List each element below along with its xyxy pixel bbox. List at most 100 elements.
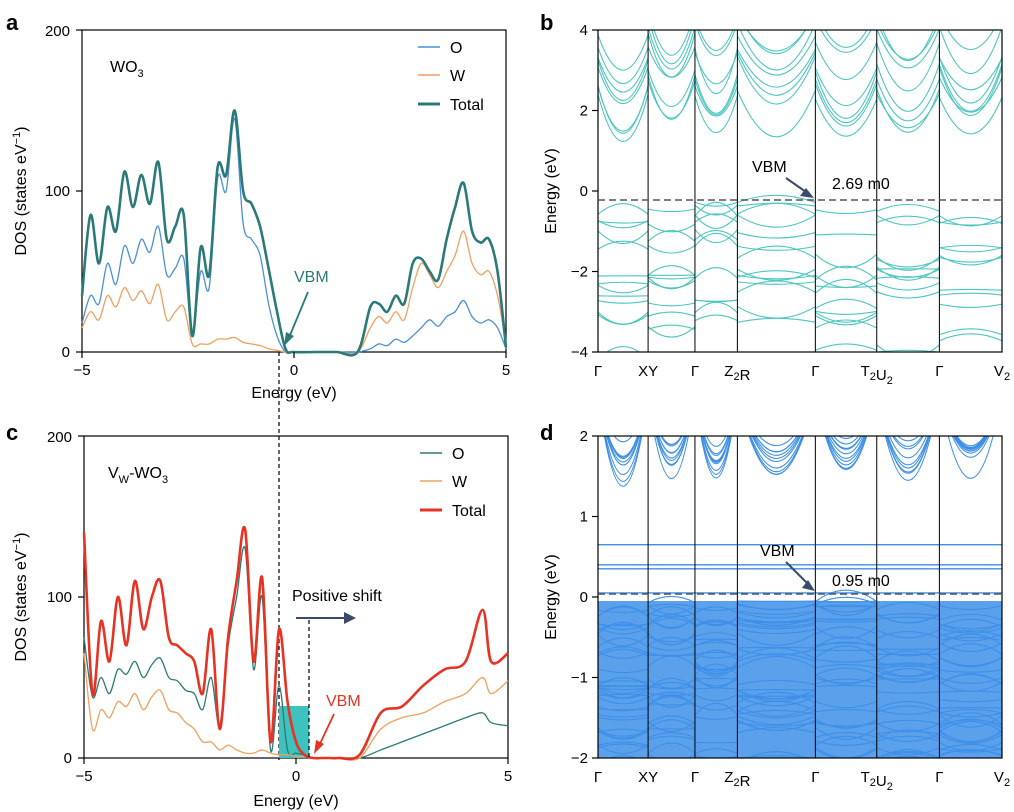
valence-band — [695, 353, 737, 360]
xtick-label: 0 — [290, 362, 298, 379]
y-axis-label: Energy (eV) — [543, 148, 560, 233]
conduction-band — [814, 71, 878, 119]
valence-band — [815, 343, 877, 351]
valence-band — [815, 298, 878, 309]
valence-band — [939, 766, 1002, 768]
valence-band — [598, 300, 649, 304]
conduction-band — [758, 436, 794, 446]
conduction-band — [656, 436, 687, 462]
valence-band — [876, 266, 940, 281]
valence-band — [815, 589, 878, 603]
series-line-w — [81, 230, 507, 355]
x-axis-label: Energy (eV) — [251, 385, 336, 402]
conduction-band — [749, 436, 804, 473]
conduction-band — [884, 436, 932, 481]
xtick-label: −5 — [75, 768, 92, 785]
panel-a-label: WO3 — [110, 59, 144, 80]
legend-w: W — [450, 68, 466, 85]
valence-band — [876, 344, 940, 352]
conduction-band — [648, 30, 695, 70]
conduction-band — [700, 436, 732, 475]
valence-band — [737, 270, 816, 278]
conduction-band — [951, 436, 990, 458]
ytick-label: 1 — [580, 509, 588, 526]
valence-band — [737, 202, 816, 207]
conduction-band — [702, 436, 731, 463]
conduction-band — [696, 30, 736, 56]
panel-c-label: VW-WO3 — [108, 465, 168, 486]
conduction-band — [876, 30, 940, 69]
conduction-band — [706, 436, 727, 447]
conduction-band — [647, 33, 696, 78]
conduction-band — [598, 94, 649, 142]
valence-band — [606, 346, 640, 352]
ytick-label: 0 — [580, 183, 588, 200]
conduction-band — [655, 436, 688, 466]
valence-band — [737, 306, 816, 319]
valence-band — [647, 595, 696, 604]
conduction-band — [654, 436, 689, 480]
ytick-label: −4 — [571, 344, 588, 361]
panel-letter-c: c — [6, 420, 18, 445]
conduction-band — [753, 436, 800, 456]
conduction-band — [647, 80, 696, 119]
conduction-band — [938, 77, 1002, 113]
ytick-label: −2 — [571, 750, 588, 767]
ytick-label: −1 — [571, 670, 588, 687]
xtick-label: 0 — [292, 768, 300, 785]
kpoint-label: Γ — [935, 769, 943, 786]
legend-o: O — [450, 40, 462, 57]
valence-band — [939, 328, 1002, 336]
valence-band — [598, 786, 648, 790]
valence-band — [694, 230, 738, 241]
conduction-band — [938, 57, 1002, 91]
conduction-band — [814, 98, 878, 137]
conduction-band — [886, 436, 931, 473]
conduction-band — [647, 75, 696, 120]
legend-total: Total — [450, 97, 484, 114]
valence-band — [939, 761, 1002, 771]
ytick-label: −2 — [571, 264, 588, 281]
valence-band — [939, 216, 1002, 224]
valence-band — [647, 230, 696, 242]
kpoint-label: Γ — [935, 363, 943, 380]
vbm-label-d: VBM — [760, 543, 795, 560]
conduction-band — [824, 436, 868, 470]
valence-band — [737, 245, 816, 251]
kpoint-label: XY — [638, 769, 658, 786]
valence-band — [598, 240, 649, 250]
valence-band — [647, 265, 696, 276]
conduction-band — [885, 436, 931, 474]
valence-band — [737, 759, 815, 765]
conduction-band — [598, 34, 649, 71]
conduction-band — [755, 436, 798, 453]
valence-band — [815, 209, 877, 215]
conduction-band — [736, 56, 816, 105]
conduction-band — [702, 436, 730, 462]
conduction-band — [947, 436, 994, 479]
conduction-band — [606, 436, 640, 466]
xtick-label: 5 — [502, 362, 510, 379]
valence-band — [598, 203, 649, 215]
conduction-band — [814, 67, 878, 107]
valence-band — [815, 285, 877, 289]
legend-o: O — [452, 446, 464, 463]
valence-band — [877, 353, 940, 364]
conduction-band — [953, 436, 988, 452]
ytick-label: 200 — [47, 429, 72, 446]
conduction-band — [814, 78, 878, 124]
conduction-band — [876, 79, 940, 122]
valence-band — [939, 221, 1002, 226]
conduction-band — [887, 436, 929, 466]
valence-band — [648, 276, 696, 280]
conduction-band — [603, 436, 643, 487]
valence-band — [876, 258, 940, 268]
valence-band — [737, 214, 816, 228]
valence-band — [737, 232, 816, 239]
vbm-label-a: VBM — [294, 269, 329, 286]
kpoint-label: Γ — [811, 769, 819, 786]
valence-band — [647, 276, 696, 290]
conduction-band — [607, 436, 639, 460]
valence-band — [737, 274, 816, 280]
conduction-band — [598, 47, 649, 84]
